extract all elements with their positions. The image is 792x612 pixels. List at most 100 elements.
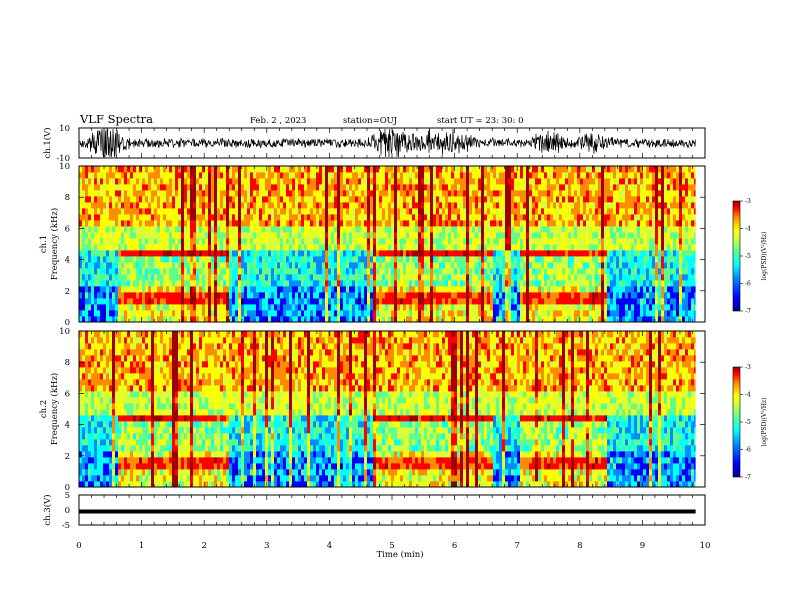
ch1-spectrogram-cell xyxy=(118,190,122,197)
ch1-spectrogram-cell xyxy=(229,310,233,317)
ch1-spectrogram-cell xyxy=(253,226,257,233)
ch1-spectrogram-cell xyxy=(574,220,578,227)
ch1-spectrogram-cell xyxy=(553,292,557,299)
ch1-spectrogram-cell xyxy=(319,232,323,239)
ch1-spectrogram-cell xyxy=(607,244,611,251)
ch1-spectrogram-cell xyxy=(274,214,278,221)
ch1-spectrogram-cell xyxy=(118,244,122,251)
ch1-spectrogram-cell xyxy=(484,184,488,191)
ch1-spectrogram-cell xyxy=(130,178,134,185)
ch1-spectrogram-column xyxy=(331,166,335,323)
ch1-spectrogram-cell xyxy=(361,304,365,311)
ch1-spectrogram-cell xyxy=(568,304,572,311)
ch1-spectrogram-cell xyxy=(202,184,206,191)
ch1-spectrogram-cell xyxy=(196,202,200,209)
ch1-spectrogram-cell xyxy=(322,274,326,281)
ch1-spectrogram-cell xyxy=(151,280,155,287)
ch1-spectrogram-cell xyxy=(544,310,548,317)
ch1-spectrogram-column xyxy=(535,166,539,323)
ch1-spectrogram-cell xyxy=(391,232,395,239)
ch1-spectrogram-cell xyxy=(466,172,470,179)
ch1-spectrogram-cell xyxy=(214,268,218,275)
ch1-spectrogram-column xyxy=(571,166,575,323)
ch1-spectrogram-cell xyxy=(478,268,482,275)
ch1-spectrogram-cell xyxy=(97,286,101,293)
ch1-spectrogram-cell xyxy=(298,166,302,173)
ch1-spectrogram-cell xyxy=(610,214,614,221)
ch1-spectrogram-cell xyxy=(334,238,338,245)
ch1-spectrogram-cell xyxy=(535,310,539,317)
ch1-spectrogram-cell xyxy=(316,208,320,215)
ch1-spectrogram-cell xyxy=(490,316,494,323)
ch1-spectrogram-cell xyxy=(148,172,152,179)
ch1-spectrogram-cell xyxy=(232,280,236,287)
ch1-spectrogram-cell xyxy=(616,256,620,263)
ch1-spectrogram-cell xyxy=(424,256,428,263)
ch1-spectrogram-cell xyxy=(454,304,458,311)
ch1-spectrogram-cell xyxy=(352,220,356,227)
ch1-spectrogram-cell xyxy=(424,226,428,233)
ch1-spectrogram-cell xyxy=(277,274,281,281)
ch1-spectrogram-cell xyxy=(445,226,449,233)
ch1-spectrogram-cell xyxy=(376,226,380,233)
ch1-spectrogram-cell xyxy=(295,268,299,275)
ch1-spectrogram-cell xyxy=(592,244,596,251)
ch1-spectrogram-cell xyxy=(613,208,617,215)
ch1-spectrogram-cell xyxy=(343,244,347,251)
ch1-spectrogram-cell xyxy=(124,256,128,263)
ch1-spectrogram-cell xyxy=(388,238,392,245)
ch1-spectrogram-cell xyxy=(118,316,122,323)
ch1-spectrogram-cell xyxy=(190,262,194,269)
ch1-spectrogram-cell xyxy=(457,280,461,287)
ch1-spectrogram-cell xyxy=(595,178,599,185)
ch1-spectrogram-cell xyxy=(442,274,446,281)
ch1-spectrogram-cell xyxy=(466,316,470,323)
ch1-spectrogram-cell xyxy=(451,238,455,245)
ch1-spectrogram-cell xyxy=(277,244,281,251)
ch1-spectrogram-cell xyxy=(472,250,476,257)
ch1-spectrogram-cell xyxy=(481,178,485,185)
ch1-spectrogram-cell xyxy=(616,184,620,191)
ch1-spectrogram-cell xyxy=(571,220,575,227)
ch1-spectrogram-cell xyxy=(301,214,305,221)
ch1-spectrogram-column xyxy=(118,166,122,323)
ch1-spectrogram-cell xyxy=(451,316,455,323)
ch1-spectrogram-cell xyxy=(382,220,386,227)
ch1-spectrogram-cell xyxy=(592,226,596,233)
ch1-spectrogram-cell xyxy=(577,244,581,251)
ch1-spectrogram-cell xyxy=(424,298,428,305)
ch1-spectrogram-cell xyxy=(334,202,338,209)
ch1-spectrogram-cell xyxy=(388,280,392,287)
ch1-spectrogram-cell xyxy=(115,292,119,299)
ch1-spectrogram-cell xyxy=(130,256,134,263)
ch1-spectrogram-cell xyxy=(103,262,107,269)
ch1-spectrogram-column xyxy=(391,166,395,323)
ch1-spectrogram-cell xyxy=(121,274,125,281)
ch1-spectrogram-cell xyxy=(235,184,239,191)
ch1-spectrogram-cell xyxy=(316,190,320,197)
ch1-spectrogram-cell xyxy=(511,220,515,227)
ch1-spectrogram-cell xyxy=(382,292,386,299)
ch1-spectrogram-cell xyxy=(223,286,227,293)
ch1-spectrogram-cell xyxy=(295,304,299,311)
ch1-spectrogram-cell xyxy=(163,286,167,293)
ch1-spectrogram-cell xyxy=(172,316,176,323)
ch1-spectrogram-column xyxy=(103,166,107,323)
ch1-spectrogram-cell xyxy=(388,274,392,281)
ch1-spectrogram-cell xyxy=(517,238,521,245)
ch1-spectrogram-cell xyxy=(265,202,269,209)
ch1-spectrogram-cell xyxy=(223,310,227,317)
ch1-spectrogram-cell xyxy=(454,220,458,227)
ch1-spectrogram-cell xyxy=(583,244,587,251)
ch1-spectrogram-cell xyxy=(157,274,161,281)
ch1-spectrogram-cell xyxy=(463,316,467,323)
ch1-spectrogram-cell xyxy=(193,250,197,257)
ch1-spectrogram-cell xyxy=(427,250,431,257)
ch1-spectrogram-cell xyxy=(148,196,152,203)
ch1-spectrogram-cell xyxy=(286,190,290,197)
ch1-spectrogram-cell xyxy=(97,310,101,317)
ch1-spectrogram-cell xyxy=(559,202,563,209)
ch1-spectrogram-cell xyxy=(349,280,353,287)
ch1-spectrogram-cell xyxy=(391,208,395,215)
ch1-spectrogram-cell xyxy=(190,286,194,293)
